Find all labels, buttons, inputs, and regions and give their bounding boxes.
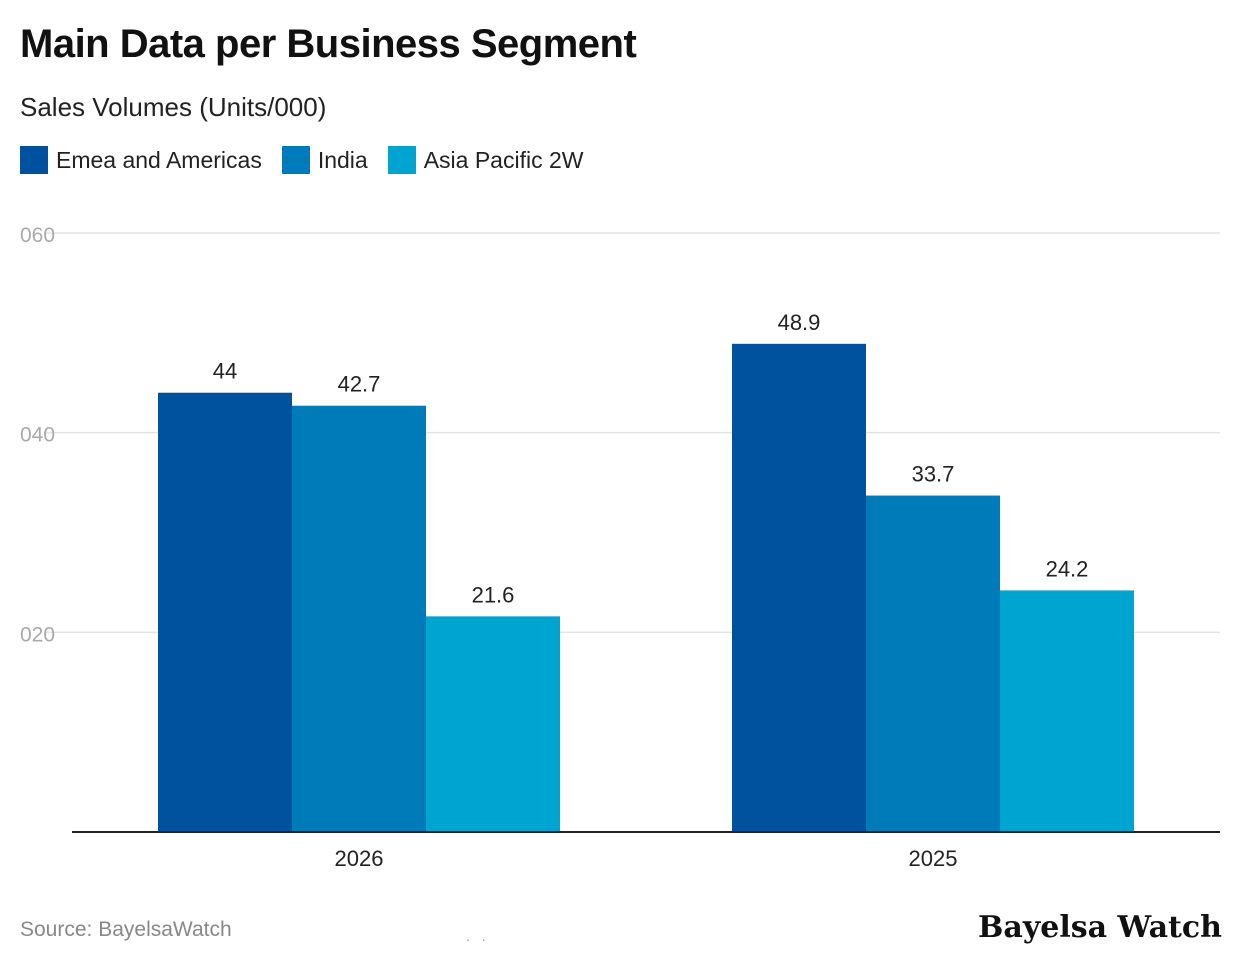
legend-label-india: India [317,146,368,173]
legend-item-asia-pacific: Asia Pacific 2W [387,146,584,174]
footer-dots: . . [466,928,490,944]
data-label-2026-1: 42.7 [338,372,381,397]
bar-2025-2 [1000,590,1134,832]
bar-2025-1 [866,495,1000,832]
legend-label-emea: Emea and Americas [56,146,262,173]
legend-swatch-india [281,146,310,174]
data-label-2026-2: 21.6 [472,582,515,607]
chart-title: Main Data per Business Segment [20,22,637,66]
y-tick-label-20: 020 [20,623,55,646]
brand-logo: Bayelsa Watch [978,910,1222,945]
legend-item-emea: Emea and Americas [20,146,262,174]
data-label-2026-0: 44 [213,359,237,384]
x-tick-label-2025: 2025 [909,846,958,871]
source-note: Source: BayelsaWatch [20,918,232,941]
bar-2026-1 [292,405,426,832]
x-tick-label-2026: 2026 [335,846,384,871]
y-tick-label-40: 040 [20,424,55,447]
bar-2026-0 [158,392,292,832]
legend-swatch-emea [20,146,48,174]
chart-subtitle: Sales Volumes (Units/000) [20,92,327,122]
chart-legend: Emea and Americas India Asia Pacific 2W [20,146,583,174]
legend-swatch-asia-pacific [387,146,416,174]
bar-2025-0 [732,343,866,832]
legend-label-asia-pacific: Asia Pacific 2W [423,146,584,173]
y-tick-label-60: 060 [20,224,55,247]
data-label-2025-0: 48.9 [778,310,821,335]
data-label-2025-2: 24.2 [1046,556,1089,581]
legend-item-india: India [281,146,368,174]
data-label-2025-1: 33.7 [912,462,955,487]
bar-2026-2 [426,616,560,832]
